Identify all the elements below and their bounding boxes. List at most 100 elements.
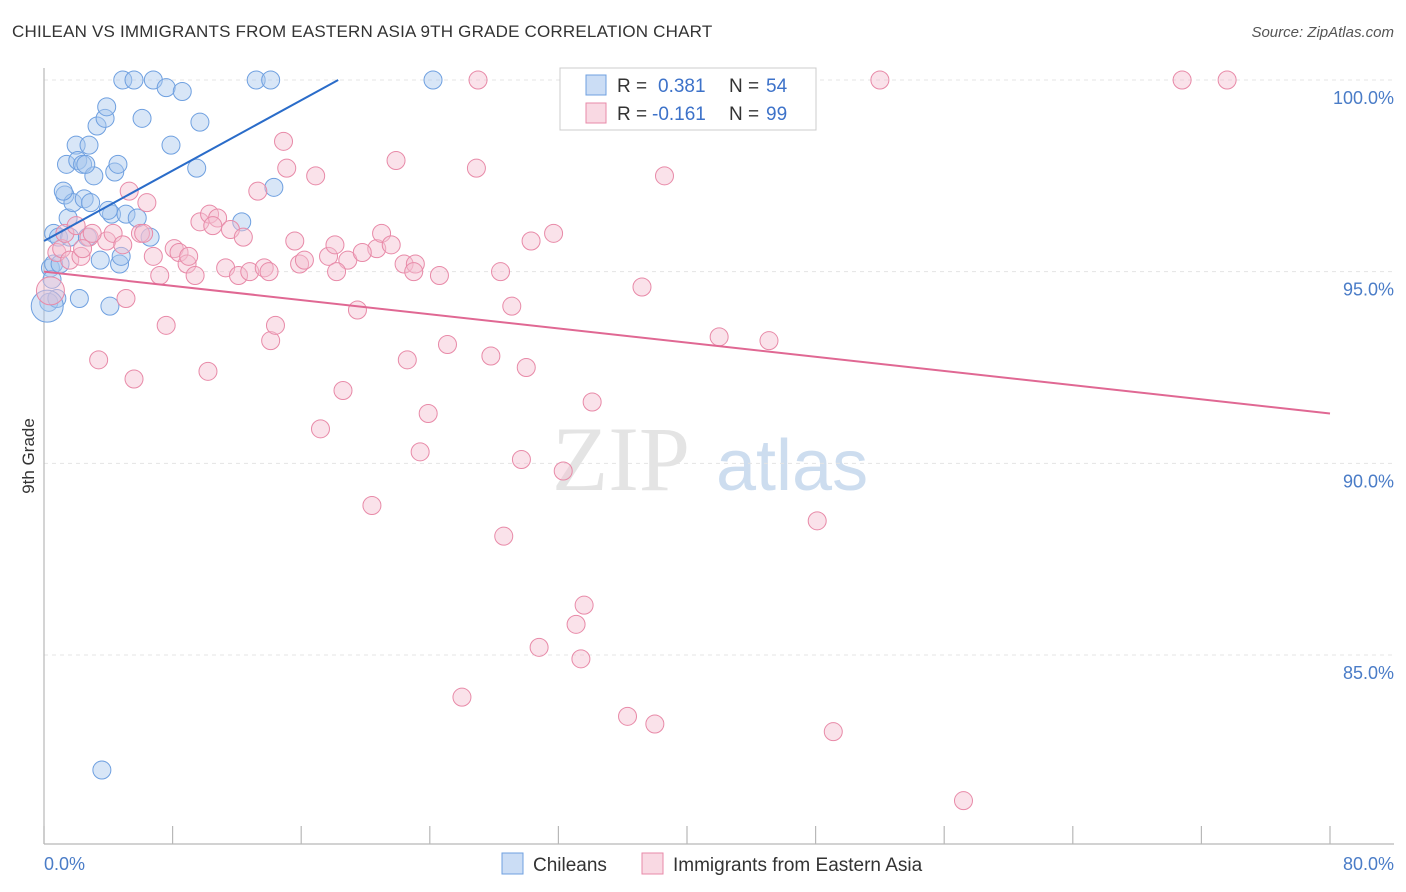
eastern-asia-point-50 <box>367 239 387 259</box>
chileans-point-39 <box>156 78 176 98</box>
eastern-asia-point-69 <box>521 231 541 251</box>
eastern-asia-point-86 <box>953 791 973 811</box>
eastern-asia-point-55 <box>397 350 417 370</box>
eastern-asia-point-6 <box>71 246 91 266</box>
eastern-asia-point-32 <box>240 262 260 282</box>
eastern-asia-point-2 <box>52 239 72 259</box>
y-tick-labels: 100.0% 95.0% 90.0% 85.0% <box>1333 88 1394 683</box>
eastern-asia-point-71 <box>544 223 564 243</box>
eastern-asia-point-81 <box>709 327 729 347</box>
eastern-asia-point-21 <box>169 243 189 262</box>
eastern-asia-point-54 <box>394 254 414 274</box>
chileans-point-34 <box>124 70 144 90</box>
eastern-asia-point-18 <box>150 266 170 285</box>
eastern-asia-point-62 <box>466 158 486 178</box>
eastern-asia-point-97 <box>327 262 347 282</box>
chileans-point-49 <box>92 760 112 780</box>
eastern-asia-point-30 <box>229 266 249 285</box>
chileans-point-15 <box>69 289 89 308</box>
chileans-point-45 <box>246 70 266 90</box>
eastern-asia-point-94 <box>352 243 372 262</box>
chileans-point-22 <box>87 116 107 136</box>
eastern-asia-point-12 <box>116 289 136 308</box>
chileans-point-44 <box>232 212 252 232</box>
chileans-point-9 <box>57 154 77 174</box>
stats-r-label-blue: R = <box>617 76 647 97</box>
chileans-point-46 <box>261 70 281 90</box>
chileans-point-41 <box>172 82 192 101</box>
stats-legend-swatch-pink <box>585 102 607 124</box>
eastern-asia-point-73 <box>566 614 586 634</box>
eastern-asia-point-60 <box>437 335 457 354</box>
chart-title: CHILEAN VS IMMIGRANTS FROM EASTERN ASIA … <box>12 22 713 41</box>
eastern-asia-point-83 <box>807 511 827 531</box>
legend-label-chileans: Chileans <box>533 855 607 876</box>
grid-lines <box>44 79 1394 656</box>
chileans-point-51 <box>53 181 73 201</box>
chileans-point-29 <box>108 154 128 174</box>
eastern-asia-point-57 <box>410 442 430 462</box>
chart-source: Source: ZipAtlas.com <box>1251 24 1394 41</box>
eastern-asia-point-59 <box>429 266 449 285</box>
eastern-asia-point-56 <box>405 254 425 274</box>
chileans-point-30 <box>110 254 130 274</box>
eastern-asia-point-25 <box>198 361 218 381</box>
eastern-asia-point-37 <box>274 131 294 151</box>
y-tick-label-1: 95.0% <box>1343 280 1394 300</box>
eastern-asia-point-17 <box>143 246 163 266</box>
eastern-asia-point-53 <box>386 151 406 170</box>
eastern-asia-point-52 <box>381 235 401 255</box>
stats-r-value-pink: -0.161 <box>652 104 706 125</box>
x-tick-label-min: 0.0% <box>44 854 85 874</box>
eastern-asia-point-23 <box>185 266 205 285</box>
eastern-asia-point-49 <box>362 496 382 515</box>
eastern-asia-point-0 <box>35 276 65 306</box>
eastern-asia-point-91 <box>134 223 154 243</box>
eastern-asia-point-78 <box>632 277 652 297</box>
eastern-asia-point-33 <box>248 181 268 201</box>
chileans-point-28 <box>105 162 125 182</box>
eastern-asia-point-38 <box>277 158 297 178</box>
eastern-asia-point-79 <box>645 714 665 734</box>
eastern-asia-point-84 <box>823 722 843 742</box>
eastern-asia-point-93 <box>259 262 279 282</box>
chileans-point-43 <box>190 112 210 132</box>
eastern-asia-point-75 <box>574 595 594 615</box>
chileans-point-23 <box>90 250 110 270</box>
chileans-point-47 <box>264 177 284 197</box>
bottom-legend: Chileans Immigrants from Eastern Asia <box>501 852 923 876</box>
eastern-asia-point-92 <box>179 246 199 266</box>
chileans-point-19 <box>79 135 99 155</box>
eastern-asia-point-48 <box>347 300 367 320</box>
eastern-asia-point-13 <box>119 181 139 201</box>
y-tick-label-2: 90.0% <box>1343 471 1394 491</box>
chileans-point-26 <box>100 296 120 316</box>
stats-legend: R = 0.381 N = 54 R = -0.161 N = 99 <box>559 67 817 131</box>
series-chileans-points <box>30 70 443 780</box>
chileans-point-36 <box>132 108 152 128</box>
eastern-asia-point-63 <box>481 346 501 366</box>
eastern-asia-point-39 <box>285 231 305 251</box>
eastern-asia-point-45 <box>325 235 345 255</box>
x-axis-ticks <box>43 826 1331 844</box>
chileans-point-25 <box>97 97 117 117</box>
stats-n-label-blue: N = <box>729 76 759 97</box>
eastern-asia-point-85 <box>870 70 890 90</box>
eastern-asia-point-4 <box>60 250 80 270</box>
chileans-trend-line <box>43 79 339 242</box>
eastern-asia-point-31 <box>233 227 253 247</box>
eastern-asia-point-89 <box>468 70 488 90</box>
eastern-asia-point-87 <box>1172 70 1192 90</box>
chileans-point-21 <box>84 166 104 186</box>
eastern-asia-point-80 <box>654 166 674 186</box>
eastern-asia-point-36 <box>265 315 285 335</box>
y-tick-label-3: 85.0% <box>1343 663 1394 683</box>
eastern-asia-point-90 <box>82 223 102 243</box>
chileans-point-32 <box>113 70 133 90</box>
eastern-asia-point-65 <box>494 526 514 546</box>
eastern-asia-point-76 <box>582 392 602 412</box>
eastern-asia-point-82 <box>759 331 779 351</box>
chileans-point-40 <box>161 135 181 155</box>
eastern-asia-point-22 <box>177 254 197 274</box>
eastern-asia-point-66 <box>502 296 522 316</box>
